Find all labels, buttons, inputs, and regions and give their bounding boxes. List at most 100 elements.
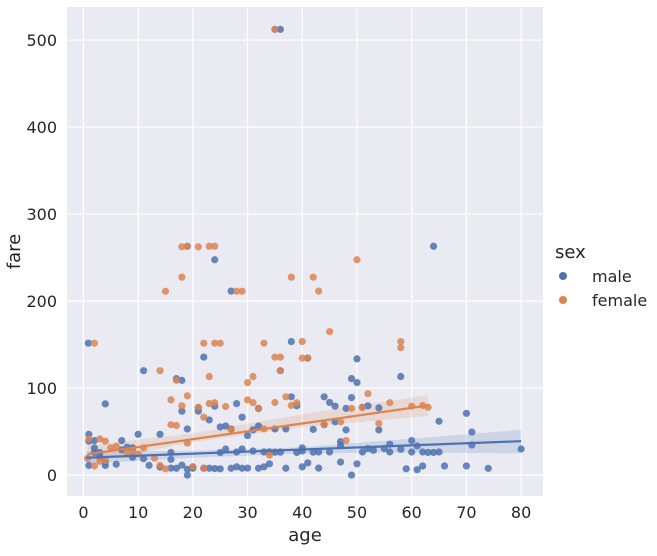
data-point-female (282, 393, 290, 401)
data-point-female (156, 461, 164, 469)
data-point-female (298, 354, 306, 362)
data-point-male (353, 460, 361, 468)
data-point-male (238, 413, 246, 421)
data-point-female (200, 413, 208, 421)
data-point-female (172, 421, 181, 430)
data-point-male (101, 400, 109, 408)
data-point-female (315, 287, 323, 295)
data-point-male (462, 409, 471, 417)
data-point-female (178, 243, 186, 251)
data-point-male (254, 464, 263, 472)
data-point-female (161, 465, 170, 473)
data-point-male (315, 464, 323, 472)
data-point-female (233, 287, 241, 295)
data-point-male (413, 466, 421, 474)
data-point-female (326, 328, 334, 336)
data-point-male (315, 448, 323, 456)
data-point-male (112, 460, 120, 468)
x-axis-label: age (288, 525, 322, 546)
x-tick-label: 10 (128, 503, 148, 522)
data-point-male (342, 404, 350, 412)
data-point-female (347, 404, 356, 412)
data-point-female (287, 273, 295, 281)
data-point-male (178, 407, 186, 415)
data-point-male (238, 464, 246, 472)
data-point-male (320, 393, 328, 401)
data-point-male (347, 471, 356, 479)
data-point-male (435, 417, 443, 425)
data-point-male (375, 426, 383, 434)
data-point-male (298, 463, 306, 471)
data-point-male (386, 448, 394, 456)
data-point-female (243, 396, 252, 404)
data-point-male (408, 436, 416, 445)
data-point-male (139, 367, 148, 375)
x-tick-label: 0 (78, 503, 88, 522)
data-point-female (216, 339, 224, 347)
data-point-female (150, 454, 159, 462)
data-point-male (342, 426, 350, 434)
x-tick-label: 80 (511, 503, 531, 522)
data-point-female (249, 372, 257, 381)
data-point-female (101, 456, 109, 465)
data-point-male (85, 461, 93, 470)
data-point-female (304, 354, 312, 362)
data-point-female (167, 421, 175, 429)
data-point-male (222, 445, 230, 453)
data-point-female (156, 367, 164, 375)
data-point-female (178, 273, 186, 281)
data-point-female (243, 378, 252, 387)
data-point-male (419, 448, 427, 456)
data-point-male (353, 355, 361, 363)
data-point-female (90, 339, 98, 347)
data-point-female (101, 437, 109, 445)
data-point-female (205, 242, 213, 250)
data-point-female (397, 344, 405, 352)
data-point-male (331, 402, 339, 410)
x-tick-label: 40 (292, 503, 312, 522)
data-point-female (271, 353, 279, 361)
data-point-male (200, 353, 208, 361)
y-tick-label: 400 (26, 118, 57, 137)
data-point-male (233, 463, 241, 471)
data-point-male (353, 378, 361, 387)
data-point-female (189, 462, 197, 471)
tick-labels: 0 10 20 30 40 50 60 70 80 0 100 200 300 400 500 (26, 31, 531, 522)
data-point-male (145, 461, 153, 469)
data-point-female (298, 337, 306, 346)
ci-band-male (86, 429, 522, 464)
data-point-male (326, 448, 334, 456)
data-point-female (397, 337, 405, 346)
legend-items: male female (559, 267, 647, 310)
data-point-male (309, 448, 317, 456)
y-tick-label: 0 (47, 466, 57, 485)
data-point-female (211, 339, 219, 347)
data-point-female (260, 339, 268, 347)
data-point-female (386, 399, 394, 407)
data-point-female (96, 457, 104, 465)
data-point-female (358, 403, 367, 411)
data-point-male (183, 425, 191, 433)
data-point-male (304, 459, 312, 467)
data-point-male (205, 416, 213, 424)
data-point-male (364, 402, 372, 410)
data-point-male (134, 430, 142, 438)
data-point-male (216, 423, 224, 431)
data-point-male (517, 445, 525, 453)
data-point-male (178, 376, 186, 384)
data-point-male (309, 425, 317, 433)
data-point-male (424, 448, 432, 457)
legend-label-male: male (592, 267, 632, 286)
legend-marker-male (559, 272, 567, 280)
regression-lines (86, 404, 522, 459)
data-point-female (342, 437, 350, 445)
legend-marker-female (559, 296, 567, 304)
data-point-male (178, 461, 186, 469)
data-point-female (375, 419, 383, 428)
data-point-male (397, 445, 405, 453)
x-tick-label: 20 (183, 503, 203, 522)
data-point-female (320, 421, 328, 429)
data-point-male (429, 242, 438, 250)
y-tick-label: 100 (26, 379, 57, 398)
y-tick-label: 200 (26, 292, 57, 311)
